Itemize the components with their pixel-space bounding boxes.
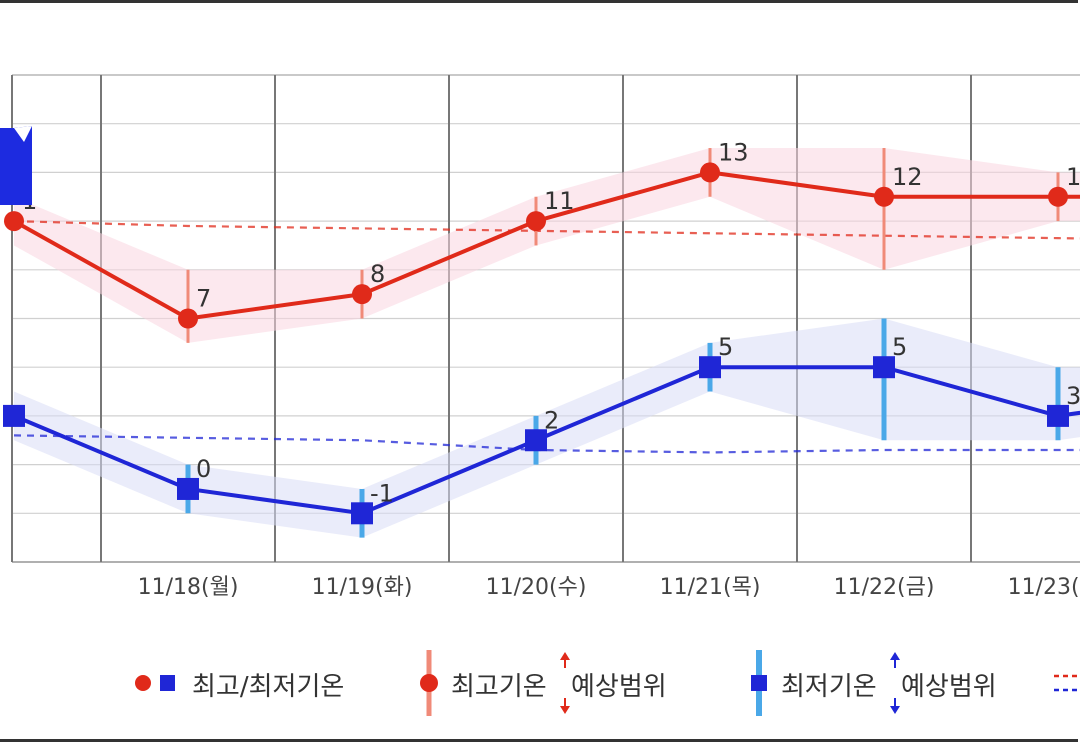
normal-line [13,434,1080,454]
legend-item-high-range: 최고기온 예상범위 [415,648,695,718]
data-point [699,356,721,379]
data-point [526,211,546,232]
weather-banner-icon [0,126,32,205]
series-line [13,170,1080,321]
forecast-band [14,148,1080,343]
forecast-band [14,318,1080,538]
data-point [873,356,895,379]
legend-item-normal [1050,648,1080,718]
legend-label-high-range: 예상범위 [571,672,667,702]
legend-high-range-icon [420,650,438,716]
data-point [525,429,547,452]
data-label: 12 [1066,163,1080,191]
weather-banner-notch [14,126,32,142]
legend-item-low-range: 최저기온 예상범위 [745,648,1025,718]
data-point [4,211,24,232]
data-point [177,477,199,500]
legend-label-low-range: 예상범위 [901,672,997,702]
series-markers [3,162,1069,525]
data-label: -1 [370,479,394,507]
data-label: 2 [544,406,559,434]
data-point [700,162,720,183]
legend-label-high: 최고기온 [451,672,547,702]
x-axis-ticks: 11/18(월) 11/19(화) 11/20(수) 11/21(목) 11/22(금)… [138,575,1080,600]
forecast-bands [14,148,1080,538]
legend-label-high-low: 최고/최저기온 [192,672,345,702]
data-label: 8 [370,260,385,288]
data-label: 13 [718,138,749,166]
data-label: 3 [1066,382,1080,410]
data-label: 12 [892,163,923,191]
x-tick-label: 11/22(금) [834,575,935,600]
data-point [874,186,894,207]
data-label: 11 [544,187,575,215]
series-lines [13,170,1080,516]
data-label: 5 [892,333,907,361]
legend-item-high-low: 최고/최저기온 [130,648,380,718]
x-tick-label: 11/19(화) [312,575,413,600]
data-point [3,404,25,427]
data-point [351,502,373,525]
normal-line [13,220,1080,240]
x-tick-label: 11/21(목) [660,575,761,600]
data-label: 0 [196,455,211,483]
legend-arrows-icon [890,652,900,714]
legend-marker-icon [135,675,175,691]
legend-arrows-icon [560,652,570,714]
x-tick-label: 11/20(수) [486,575,587,600]
x-tick-label: 11/18(월) [138,575,239,600]
data-point [178,308,198,329]
legend-normal-icon [1054,674,1080,692]
data-point [352,284,372,305]
data-label: 7 [196,285,211,313]
data-point [1048,186,1068,207]
legend-label-low: 최저기온 [781,672,877,702]
series-line [13,365,1080,516]
legend-low-range-icon [751,650,767,716]
data-point [1047,404,1069,427]
legend: 최고/최저기온 최고기온 예상범위 최저기온 예상범위 [0,648,1080,718]
normal-lines [13,220,1080,454]
x-tick-label: 11/23(토) [1008,575,1080,600]
data-label: 5 [718,333,733,361]
